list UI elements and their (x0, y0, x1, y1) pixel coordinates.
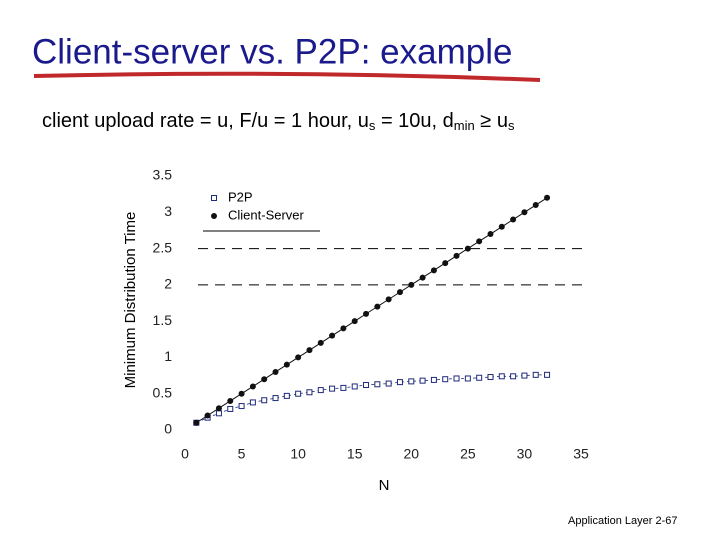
point (453, 252, 460, 259)
point (317, 387, 324, 394)
point (510, 373, 517, 380)
x-axis-label: N (379, 477, 390, 494)
point (351, 383, 358, 390)
point (295, 354, 302, 361)
point (261, 376, 268, 383)
point (385, 380, 392, 387)
point (215, 410, 222, 417)
x-tick-label: 30 (517, 446, 533, 462)
point (419, 377, 426, 384)
point (532, 371, 539, 378)
point (215, 405, 222, 412)
point (340, 325, 347, 332)
point (476, 374, 483, 381)
point (227, 405, 234, 412)
point (521, 209, 528, 216)
point (272, 368, 279, 375)
point (476, 238, 483, 245)
point (521, 372, 528, 379)
point (498, 373, 505, 380)
point (249, 383, 256, 390)
point (238, 390, 245, 397)
point (464, 245, 471, 252)
point (408, 378, 415, 385)
point (374, 303, 381, 310)
point (306, 347, 313, 354)
point (363, 310, 370, 317)
subtitle: client upload rate = u, F/u = 1 hour, us… (42, 110, 515, 133)
point (283, 361, 290, 368)
point (351, 318, 358, 325)
x-tick-label: 0 (181, 446, 189, 462)
point (283, 392, 290, 399)
y-tick-label: 0 (164, 421, 172, 437)
y-tick-label: 2 (164, 276, 172, 292)
point (329, 385, 336, 392)
y-axis-label: Minimum Distribution Time (122, 212, 139, 389)
point (442, 376, 449, 383)
point (227, 397, 234, 404)
x-tick-label: 15 (347, 446, 363, 462)
point (306, 389, 313, 396)
slide-title: Client-server vs. P2P: example (32, 32, 512, 71)
series-line (196, 197, 548, 424)
point (385, 296, 392, 303)
point (317, 339, 324, 346)
point (261, 397, 268, 404)
point (453, 375, 460, 382)
point (329, 332, 336, 339)
y-tick-label: 3.5 (153, 167, 173, 183)
point (238, 403, 245, 410)
y-tick-label: 0.5 (153, 384, 173, 400)
point (363, 382, 370, 389)
y-tick-label: 1.5 (153, 312, 173, 328)
legend-marker (211, 195, 217, 201)
point (419, 274, 426, 281)
subtitle-part: s (508, 118, 515, 133)
x-tick-label: 35 (573, 446, 589, 462)
point (487, 231, 494, 238)
point (295, 390, 302, 397)
point (408, 281, 415, 288)
point (340, 384, 347, 391)
x-tick-label: 25 (460, 446, 476, 462)
title-underline (33, 71, 541, 82)
point (249, 399, 256, 406)
y-tick-label: 2.5 (153, 239, 173, 255)
footer-text: Application Layer (568, 515, 653, 527)
footer: Application Layer 2-67 (568, 515, 677, 527)
point (510, 216, 517, 223)
point (193, 419, 200, 426)
series-line (196, 374, 548, 424)
subtitle-part: client upload rate = u, F/u = 1 hour, u (42, 110, 369, 132)
point (544, 371, 551, 378)
point (204, 412, 211, 419)
y-tick-label: 3 (164, 203, 172, 219)
point (544, 194, 551, 201)
x-tick-label: 5 (238, 446, 246, 462)
legend-label: Client-Server (228, 207, 305, 222)
point (272, 395, 279, 402)
point (430, 267, 437, 274)
subtitle-part: min (454, 118, 475, 133)
subtitle-part: s (369, 118, 376, 133)
point (374, 381, 381, 388)
legend-label: P2P (228, 189, 253, 204)
point (532, 202, 539, 209)
point (498, 223, 505, 230)
x-tick-label: 10 (290, 446, 306, 462)
subtitle-part: ≥ u (475, 110, 508, 132)
point (396, 379, 403, 386)
point (430, 376, 437, 383)
point (464, 375, 471, 382)
point (396, 289, 403, 296)
page-number: 2-67 (655, 515, 677, 527)
subtitle-part: = 10u, d (375, 110, 453, 132)
point (442, 260, 449, 267)
y-tick-label: 1 (164, 348, 172, 364)
legend-marker (211, 213, 217, 219)
point (487, 374, 494, 381)
x-tick-label: 20 (403, 446, 419, 462)
